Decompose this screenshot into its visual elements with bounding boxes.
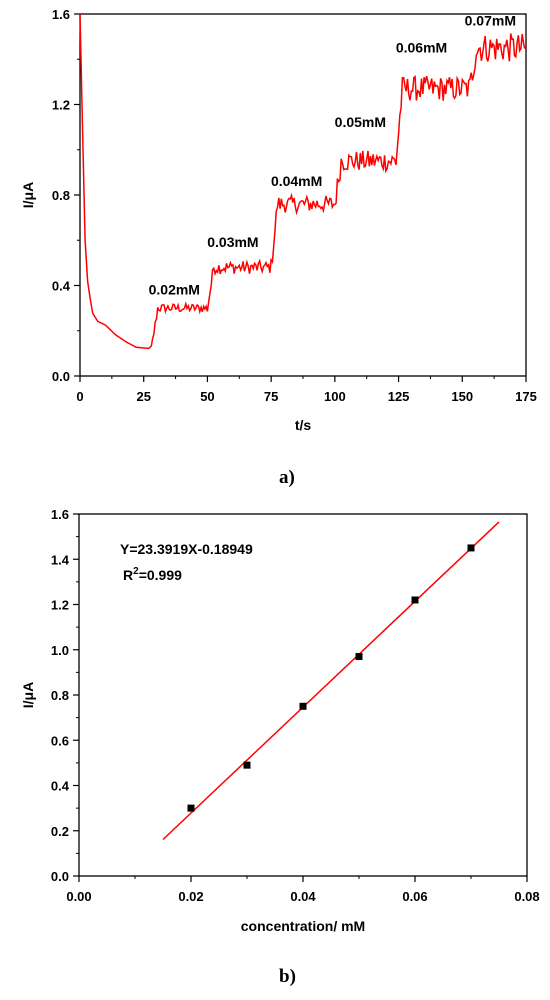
fit-equation-label: Y=23.3919X-0.18949 [120,541,253,557]
chart-b-calibration: 0.00 0.02 0.04 0.06 0.08 0.0 0.2 0.4 0.6 0.8 1.0 1.… [20,507,540,934]
data-point-marker [467,544,475,552]
step-concentration-label: 0.05mM [335,114,386,130]
panel-label-a: a) [279,467,295,488]
y-axis-title-a: I/μA [20,182,36,208]
r-squared-label: R2=0.999 [123,566,182,583]
data-point-marker [355,653,363,661]
data-point-marker [299,702,307,710]
x-axis-title-b: concentration/ mM [241,918,365,934]
x-tick-label-b: 0.02 [178,889,203,904]
y-tick-label-a: 1.2 [52,98,70,113]
x-tick-label-a: 25 [136,389,150,404]
y-tick-label-a: 0.0 [52,369,70,384]
y-tick-label-a: 1.6 [52,7,70,22]
x-tick-label-a: 100 [324,389,346,404]
x-tick-label-a: 150 [451,389,473,404]
x-tick-label-a: 75 [264,389,278,404]
y-tick-label-b: 1.6 [51,507,69,522]
data-point-marker [243,761,251,769]
step-concentration-label: 0.02mM [149,282,200,298]
x-tick-label-b: 0.00 [66,889,91,904]
x-tick-label-a: 175 [515,389,537,404]
y-axis-title-b: I/μA [20,682,36,708]
y-tick-label-b: 0.2 [51,824,69,839]
y-tick-label-b: 0.8 [51,688,69,703]
data-point-marker [411,596,419,604]
y-tick-label-a: 0.4 [52,279,71,294]
step-concentration-label: 0.04mM [271,173,322,189]
y-tick-label-b: 1.2 [51,598,69,613]
y-tick-label-b: 0.4 [51,779,70,794]
x-tick-label-b: 0.04 [290,889,316,904]
data-point-marker [187,804,195,812]
current-trace-line [79,13,526,350]
x-tick-label-a: 50 [200,389,214,404]
y-tick-label-b: 1.4 [51,552,70,567]
y-tick-label-a: 0.8 [52,188,70,203]
chart-a-current-vs-time: 0 25 50 75 100 125 150 175 0.0 0.4 0.8 1.2 1.6 t/s I/μ… [20,7,537,433]
x-tick-label-a: 0 [76,389,83,404]
x-axis-title-a: t/s [295,417,312,433]
x-tick-label-b: 0.06 [402,889,427,904]
step-concentration-label: 0.06mM [396,39,447,55]
linear-fit-line [162,521,500,841]
y-tick-label-b: 0.6 [51,733,69,748]
y-tick-label-b: 0.0 [51,869,69,884]
step-concentration-label: 0.07mM [465,12,516,28]
x-tick-label-a: 125 [388,389,410,404]
y-tick-label-b: 1.0 [51,643,69,658]
step-concentration-label: 0.03mM [207,234,258,250]
panel-label-b: b) [279,966,296,987]
x-tick-label-b: 0.08 [514,889,539,904]
